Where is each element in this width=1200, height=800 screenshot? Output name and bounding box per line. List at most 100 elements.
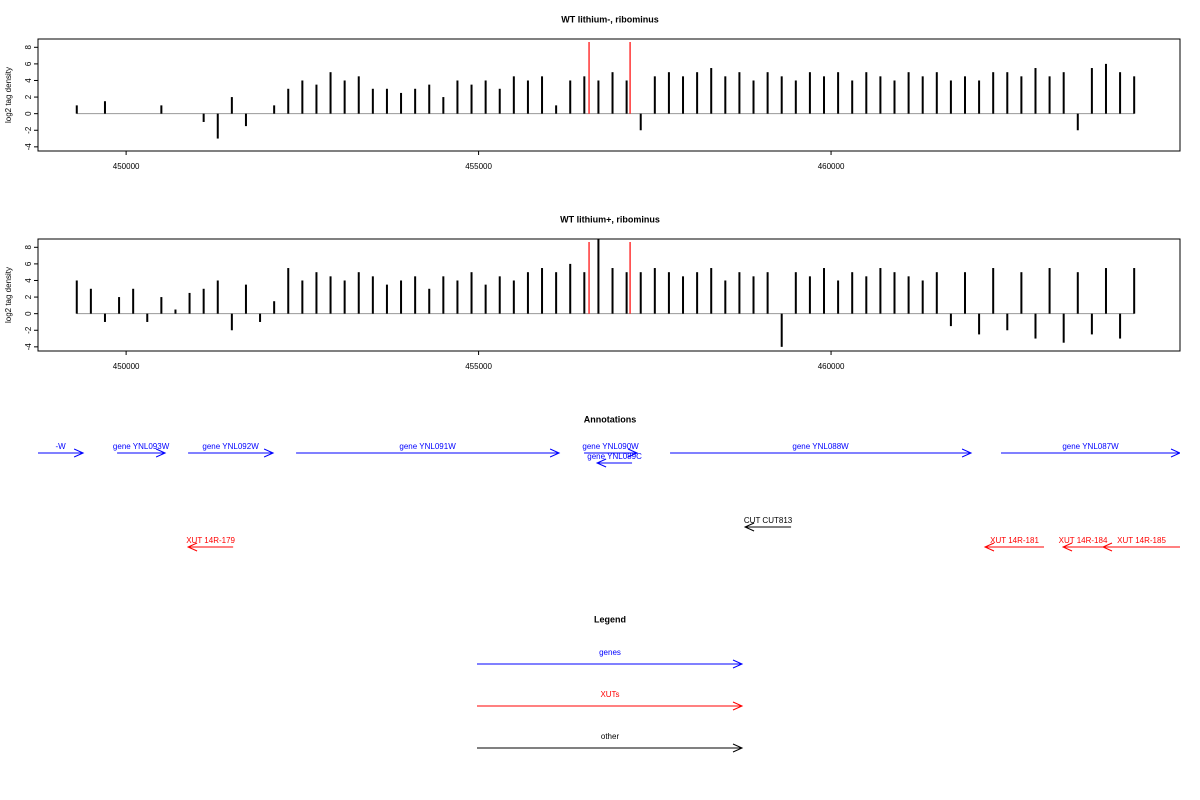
density-bar [992,72,995,114]
arrow [670,448,973,458]
density-bar [569,263,572,314]
y-tick-label: 0 [24,111,33,116]
density-bar [343,80,346,114]
density-bar [385,88,388,114]
density-bar [639,113,642,131]
plot-frame [37,38,1181,152]
x-tick-label: 460000 [818,362,845,371]
density-bar [837,280,840,314]
density-bar [1006,72,1009,114]
feature-label: gene YNL088W [792,442,849,451]
arrow [1061,542,1104,552]
density-bar [371,276,374,314]
x-tick-label: 455000 [465,362,492,371]
density-bar [1076,113,1079,131]
density-bar [484,80,487,114]
density-bar [639,272,642,314]
density-bar [1034,313,1037,339]
annotation-track: -W gene YNL093W gene YNL092W gene YNL091W ge… [38,442,1180,552]
density-bar [752,80,755,114]
density-bar [823,76,826,114]
density-bar [230,97,233,114]
density-bar [583,76,586,114]
feature-label: XUT 14R-184 [1059,536,1108,545]
density-bar [667,272,670,314]
density-bar [555,105,558,114]
arrow [188,448,275,458]
density-bar [625,80,628,114]
density-bar [1006,313,1009,331]
density-bar [963,272,966,314]
density-bar [555,272,558,314]
density-bar [1076,272,1079,314]
density-bar [625,272,628,314]
density-bar [893,272,896,314]
density-bar [400,280,403,314]
density-bar [244,284,247,314]
density-bar [273,105,276,114]
arrow [186,542,234,552]
density-bar [696,72,699,114]
density-bar [541,76,544,114]
density-bar [611,268,614,314]
density-bar [879,76,882,114]
x-tick-label: 450000 [113,362,140,371]
density-bar [963,76,966,114]
density-bar [653,268,656,314]
arrow [983,542,1045,552]
density-bar [385,284,388,314]
density-bar [541,268,544,314]
density-bar [921,76,924,114]
chart-title: WT lithium-, ribominus [561,14,659,24]
density-bar [301,280,304,314]
y-tick-label: 2 [24,94,33,99]
y-tick-label: -4 [24,343,33,351]
density-bar [653,76,656,114]
y-tick-label: 8 [24,245,33,250]
density-bar [667,72,670,114]
arrow [38,448,85,458]
density-bar [216,280,219,314]
density-bar [357,272,360,314]
x-tick-label: 450000 [113,162,140,171]
arrow [296,448,561,458]
density-bar [498,276,501,314]
density-bar [526,272,529,314]
arrow [743,522,792,532]
arrow [584,448,639,458]
density-bar [1020,272,1023,314]
density-bar [456,80,459,114]
density-bar [978,313,981,335]
density-bar [1062,72,1065,114]
y-tick-label: -2 [24,126,33,134]
y-tick-label: 2 [24,294,33,299]
density-bar [1119,313,1122,339]
density-bar [287,268,290,314]
y-tick-label: -2 [24,326,33,334]
density-bar [907,72,910,114]
feature-label: gene YNL093W [113,442,170,451]
density-bar [315,84,318,114]
y-tick-label: 0 [24,311,33,316]
density-bar [75,105,78,114]
arrow [477,743,744,753]
density-bar [371,88,374,114]
y-tick-label: 6 [24,261,33,266]
density-bar [837,72,840,114]
y-tick-label: 4 [24,278,33,283]
density-bar [780,313,783,347]
feature-label: gene YNL087W [1062,442,1119,451]
density-bar [949,80,952,114]
density-bar [160,105,163,114]
density-bar [597,80,600,114]
y-axis-label: log2 tag density [4,267,13,323]
density-bar [1090,313,1093,335]
density-bar [724,76,727,114]
density-bar [1104,63,1107,114]
feature-label: XUT 14R-181 [990,536,1039,545]
density-bar [1062,313,1065,343]
legend-title: Legend [594,614,626,624]
density-bar [752,276,755,314]
density-bar [442,276,445,314]
